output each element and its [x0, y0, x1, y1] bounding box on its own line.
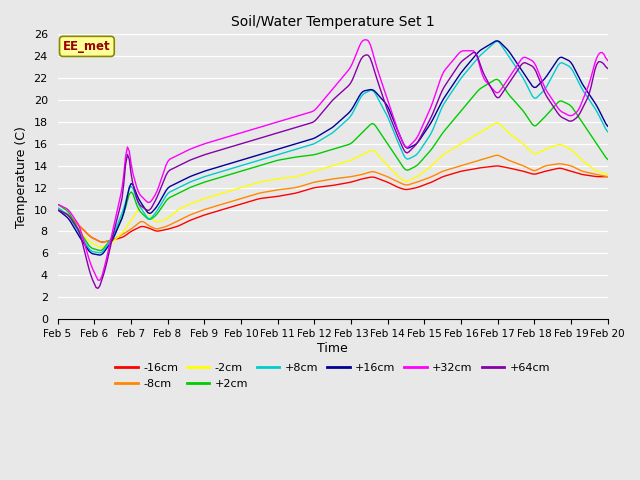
Legend: -16cm, -8cm, -2cm, +2cm, +8cm, +16cm, +32cm, +64cm: -16cm, -8cm, -2cm, +2cm, +8cm, +16cm, +3…	[111, 359, 554, 393]
X-axis label: Time: Time	[317, 342, 348, 355]
Text: EE_met: EE_met	[63, 40, 111, 53]
Title: Soil/Water Temperature Set 1: Soil/Water Temperature Set 1	[231, 15, 435, 29]
Y-axis label: Temperature (C): Temperature (C)	[15, 126, 28, 228]
